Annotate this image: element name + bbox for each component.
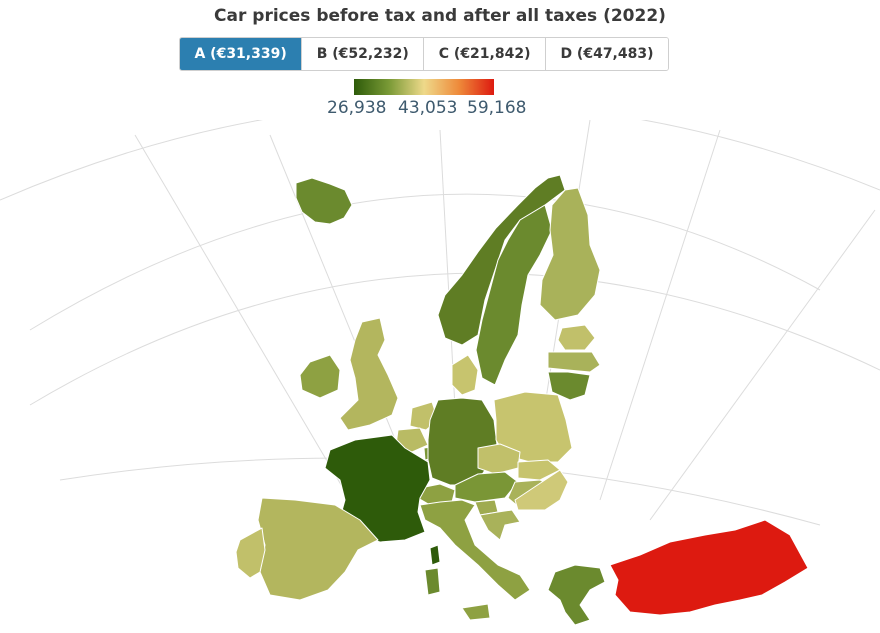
turkey[interactable] <box>609 519 809 616</box>
legend-min-label: 26,938 <box>327 98 387 118</box>
italy[interactable] <box>419 499 531 601</box>
color-scale-bar <box>354 79 494 95</box>
iceland[interactable] <box>295 177 353 225</box>
tab-a[interactable]: A (€31,339) <box>180 38 302 70</box>
sicily[interactable] <box>461 603 491 621</box>
germany[interactable] <box>427 397 498 486</box>
greece[interactable] <box>547 564 606 626</box>
tab-d[interactable]: D (€47,483) <box>544 38 668 70</box>
latvia[interactable] <box>547 351 601 373</box>
slovakia[interactable] <box>517 459 561 481</box>
scenario-tabs: A (€31,339) B (€52,232) C (€21,842) D (€… <box>179 37 669 71</box>
estonia[interactable] <box>557 324 596 351</box>
united-kingdom[interactable] <box>339 317 399 431</box>
romania[interactable] <box>514 469 569 511</box>
lithuania[interactable] <box>547 371 591 401</box>
legend-mid-label: 43,053 <box>398 98 458 118</box>
denmark[interactable] <box>451 354 479 396</box>
sweden[interactable] <box>475 204 553 386</box>
europe-map <box>0 120 880 626</box>
croatia[interactable] <box>479 509 521 541</box>
portugal[interactable] <box>235 527 266 579</box>
legend-max-label: 59,168 <box>467 98 527 118</box>
corsica[interactable] <box>429 544 441 566</box>
tab-c[interactable]: C (€21,842) <box>423 38 545 70</box>
sardinia[interactable] <box>424 567 441 596</box>
ireland[interactable] <box>299 354 341 399</box>
tab-b[interactable]: B (€52,232) <box>301 38 424 70</box>
poland[interactable] <box>493 391 573 463</box>
finland[interactable] <box>539 187 601 321</box>
chart-title: Car prices before tax and after all taxe… <box>214 6 666 26</box>
